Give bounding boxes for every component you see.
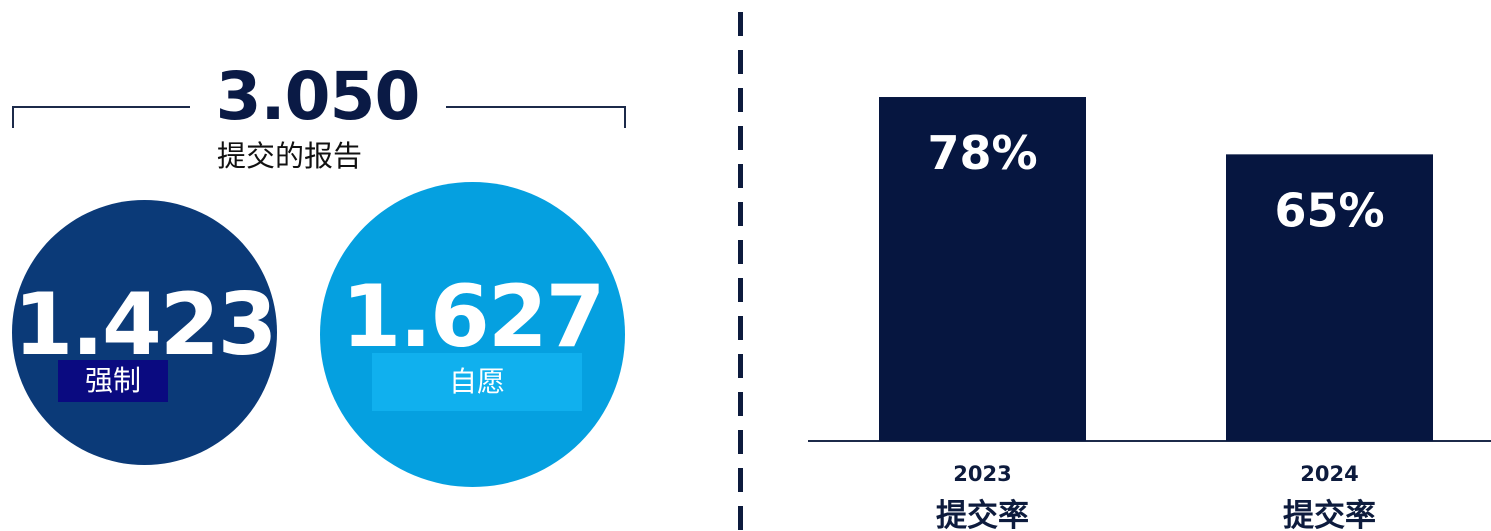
mandatory-circle [12, 200, 277, 465]
x-sublabel-2023: 提交率 [936, 498, 1029, 531]
total-reports-label: 提交的报告 [217, 139, 363, 173]
x-tick-label-2023: 2023 [953, 462, 1011, 486]
voluntary-circle [320, 182, 625, 487]
bracket-tick-left [12, 106, 14, 128]
voluntary-label: 自愿 [372, 353, 582, 411]
mandatory-label: 强制 [58, 360, 168, 402]
bar-2023 [879, 97, 1086, 442]
x-sublabel-2024: 提交率 [1283, 498, 1376, 531]
submission-rate-chart: 78% 2023 提交率 65% 2024 提交率 [808, 97, 1491, 531]
bracket-line-right [446, 106, 626, 108]
dashed-divider [738, 12, 743, 530]
total-reports-value: 3.050 [215, 62, 421, 130]
bracket-line-left [12, 106, 190, 108]
bracket-tick-right [624, 106, 626, 128]
bar-value-label-2023: 78% [927, 126, 1037, 180]
mandatory-value: 1.423 [13, 275, 277, 375]
voluntary-value: 1.627 [341, 267, 605, 367]
bar-2024 [1226, 154, 1433, 441]
x-tick-label-2024: 2024 [1300, 462, 1358, 486]
bar-value-label-2024: 65% [1274, 183, 1384, 237]
